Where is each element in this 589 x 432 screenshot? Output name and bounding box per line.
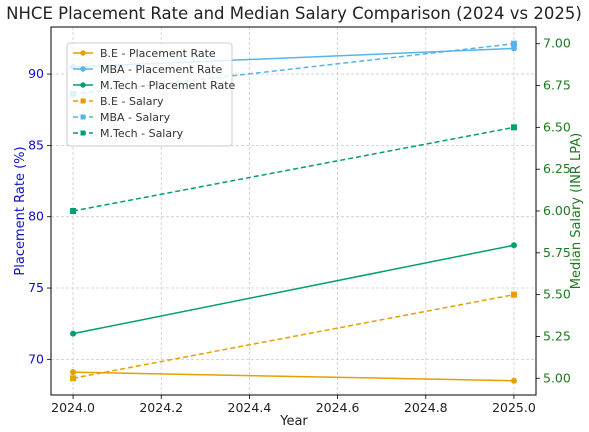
x-tick-label: 2024.6	[316, 400, 360, 415]
data-point	[70, 330, 77, 337]
right-axis-label: Median Salary (INR LPA)	[569, 133, 584, 289]
left-tick-label: 80	[28, 209, 44, 224]
legend-marker	[80, 130, 86, 136]
right-tick-label: 6.75	[543, 78, 571, 93]
data-point	[510, 45, 517, 52]
right-tick-label: 5.00	[543, 370, 571, 385]
chart-title: NHCE Placement Rate and Median Salary Co…	[6, 4, 582, 23]
right-tick-label: 6.00	[543, 203, 571, 218]
legend-label: MBA - Placement Rate	[100, 63, 222, 76]
x-tick-label: 2025.0	[492, 400, 536, 415]
x-tick-label: 2024.2	[139, 400, 183, 415]
legend: B.E - Placement Rate MBA - Placement Rate…	[66, 42, 236, 147]
left-axis-label: Placement Rate (%)	[13, 146, 28, 275]
right-tick-label: 5.75	[543, 245, 571, 260]
legend-label: MBA - Salary	[100, 111, 171, 124]
legend-box	[66, 42, 233, 147]
right-tick-label: 6.25	[543, 161, 571, 176]
legend-label: M.Tech - Salary	[100, 127, 184, 140]
data-point	[510, 291, 517, 298]
series-line	[72, 293, 515, 380]
data-point	[70, 208, 77, 214]
data-point	[510, 242, 517, 249]
legend-label: B.E - Salary	[100, 95, 164, 108]
right-tick-label: 7.00	[543, 36, 571, 51]
legend-marker	[80, 114, 86, 120]
legend-marker	[80, 82, 86, 88]
x-tick-label: 2024.4	[228, 400, 272, 415]
legend-label: B.E - Placement Rate	[100, 47, 216, 60]
left-tick-label: 70	[28, 351, 44, 366]
data-point	[510, 40, 517, 47]
data-point	[510, 377, 517, 384]
legend-label: M.Tech - Placement Rate	[100, 79, 236, 92]
legend-marker	[80, 98, 86, 104]
right-axis-ticks: 5.00 5.25 5.50 5.75 6.00 6.25 6.50 6.75 7.00	[536, 36, 571, 385]
left-axis-ticks: 70 75 80 85 90	[28, 66, 51, 366]
left-tick-label: 75	[28, 280, 44, 295]
x-tick-label: 2024.8	[404, 400, 448, 415]
right-tick-label: 5.25	[543, 328, 571, 343]
x-tick-label: 2024.0	[51, 400, 95, 415]
x-axis-ticks: 2024.0 2024.2 2024.4 2024.6 2024.8 2025.0	[51, 395, 536, 415]
data-point	[70, 375, 77, 382]
series-line	[73, 371, 514, 382]
legend-marker	[80, 50, 86, 56]
right-tick-label: 5.50	[543, 287, 571, 302]
left-tick-label: 85	[28, 137, 44, 152]
legend-marker	[80, 66, 86, 72]
series-line	[72, 244, 515, 335]
right-tick-label: 6.50	[543, 119, 571, 134]
series-line	[72, 126, 515, 212]
data-point	[510, 124, 517, 131]
x-axis-label: Year	[279, 414, 308, 429]
data-point	[70, 369, 77, 376]
left-tick-label: 90	[28, 66, 44, 81]
